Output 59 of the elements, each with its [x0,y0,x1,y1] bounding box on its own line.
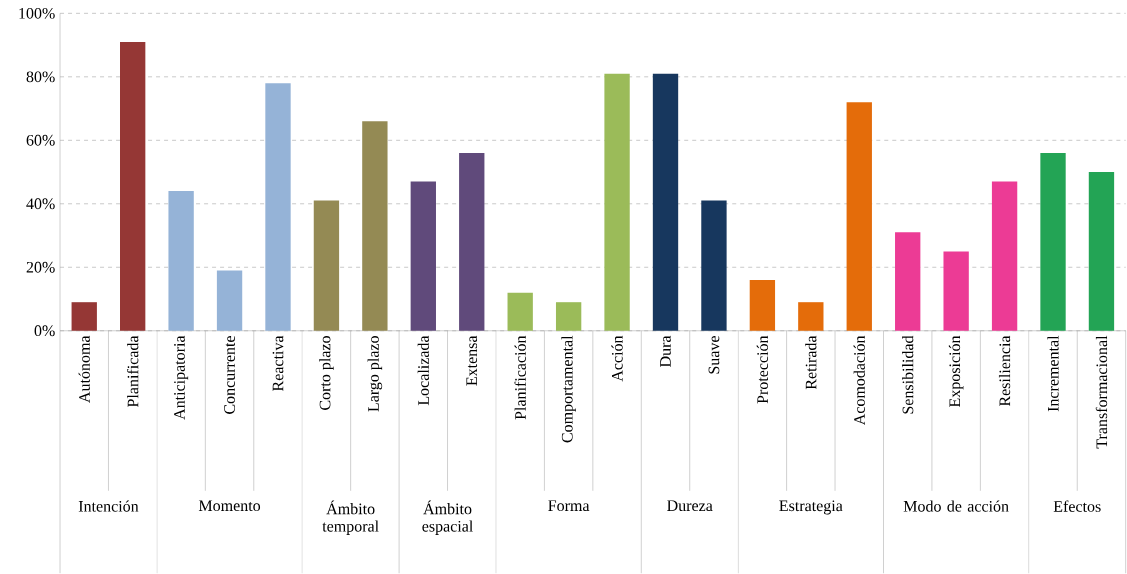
x-tick-label: Concurrente [224,336,235,415]
x-tick-label: Resiliencia [998,335,1011,407]
y-tick-label: 0% [34,325,55,337]
x-tick-label: Suave [708,336,720,374]
x-tick-label: Localizada [417,335,429,406]
x-tick-label: Transformacional [1095,336,1108,449]
x-tick-label: Retirada [805,335,817,390]
bar [749,280,776,332]
bar [798,302,824,332]
bar [1040,153,1066,332]
text: Modo de acción [903,500,1009,512]
x-tick-label: Acción [611,335,623,382]
bar [555,302,582,332]
x-tick-label: Incremental [1047,336,1059,412]
x-tick-label: Planificación [514,335,526,420]
text: Ámbito temporal [322,500,379,536]
bar [604,73,630,332]
bar [943,251,969,332]
bar [895,232,921,332]
bar [313,200,340,332]
x-tick-label: Extensa [466,335,478,386]
bar [265,83,291,332]
y-tick-label: 80% [26,71,55,83]
bar [120,42,146,332]
x-tick-label: Dura [660,335,671,368]
bar [216,270,243,332]
x-tick-label: Exposición [948,335,964,408]
text: Dureza [667,500,713,512]
text: Forma [548,500,590,512]
x-tick-label: Largo plazo [367,336,383,412]
x-tick-label: Protección [756,335,769,404]
x-tick-label: Corto plazo [319,336,334,411]
x-tick-label: Comportamental [561,336,576,443]
x-tick-label: Reactiva [272,335,284,392]
y-tick-label: 60% [26,135,55,146]
x-tick-label: Planificada [126,335,139,408]
y-tick-label: 40% [26,198,55,210]
bar [71,302,97,332]
y-tick-label: 100% [19,8,55,19]
bar [168,191,194,332]
bar [507,292,533,332]
bar [362,121,388,332]
bar [701,200,727,332]
x-tick-label: Acomodación [853,335,865,426]
x-tick-label: Autónoma [78,335,90,404]
x-tick-label: Sensibilidad [902,335,914,414]
text: Intención [78,500,139,512]
bar [410,181,436,332]
text: Estrategia [779,500,843,515]
bar [846,102,872,332]
bar [1088,172,1115,332]
text: Momento [198,500,261,512]
text: Ámbito espacial [422,500,473,536]
bar [459,153,485,332]
bar [652,73,679,332]
bar [991,181,1018,332]
y-tick-label: 20% [26,262,55,273]
x-tick-label: Anticipatoria [174,335,189,421]
text: Efectos [1053,500,1101,513]
